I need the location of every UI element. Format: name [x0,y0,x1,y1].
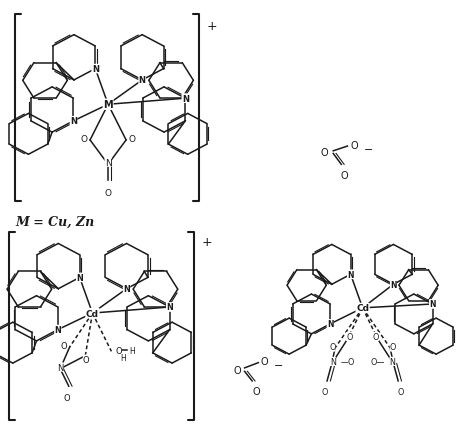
Text: O: O [63,393,70,402]
Text: N: N [166,303,173,312]
Text: M: M [103,100,113,110]
Text: N: N [55,326,61,334]
Text: O: O [115,346,122,355]
Text: O: O [390,343,396,352]
Text: −: − [274,361,283,370]
Text: N: N [70,117,77,126]
Text: N: N [347,270,354,279]
Text: Cd: Cd [356,304,369,312]
Text: H: H [129,346,135,355]
Text: —O: —O [340,358,355,366]
Text: N: N [390,357,395,366]
Text: M = Cu, Zn: M = Cu, Zn [15,215,94,228]
Text: N: N [139,76,146,85]
Text: N: N [105,158,111,167]
Text: O: O [105,189,111,198]
Text: N: N [92,65,99,74]
Text: O: O [329,343,336,352]
Text: N: N [123,285,130,293]
Text: H: H [120,354,126,362]
Text: O: O [60,342,67,350]
Text: Cd: Cd [86,309,99,318]
Text: O: O [350,141,358,150]
Text: N: N [327,320,333,329]
Text: O: O [341,170,348,180]
Text: O: O [346,332,353,341]
Text: −: − [364,145,373,154]
Text: O: O [252,386,260,396]
Text: +: + [201,236,212,249]
Text: N: N [76,273,83,282]
Text: O: O [81,135,88,144]
Text: N: N [182,95,189,103]
Text: O: O [321,148,328,158]
Text: O—: O— [371,358,385,366]
Text: O: O [128,135,135,144]
Text: O: O [398,387,404,396]
Text: N: N [429,300,436,309]
Text: O: O [261,356,268,366]
Text: N: N [390,280,397,289]
Text: O: O [83,355,90,364]
Text: N: N [330,357,336,366]
Text: O: O [233,365,241,375]
Text: O: O [321,387,328,396]
Text: O: O [373,332,379,341]
Text: N: N [57,363,64,372]
Text: +: + [206,20,217,33]
